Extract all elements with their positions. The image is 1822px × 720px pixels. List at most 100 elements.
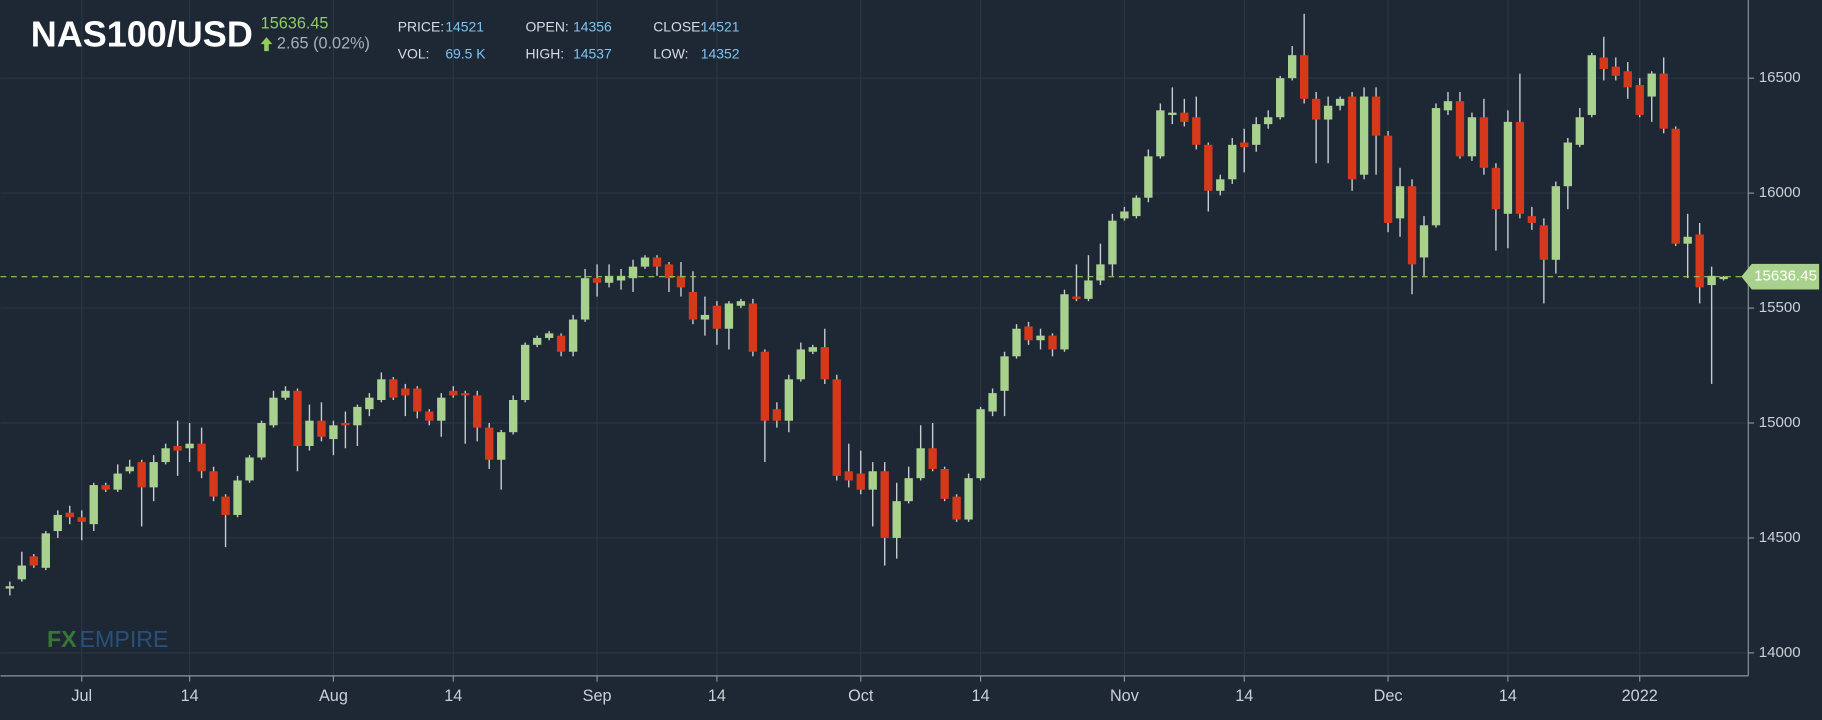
- candle-body: [461, 393, 470, 396]
- grid: [0, 0, 1749, 676]
- x-tick-label: 14: [972, 687, 990, 705]
- candle-body: [952, 496, 961, 520]
- x-tick-label: Oct: [848, 687, 874, 705]
- header-price: 15636.45: [261, 15, 329, 33]
- candle-body: [1515, 121, 1525, 214]
- candle-body: [293, 390, 302, 446]
- stat-value: 14356: [573, 19, 612, 35]
- candle-body: [892, 501, 901, 538]
- candle-body: [760, 351, 770, 421]
- candle-body: [113, 473, 122, 490]
- candle-body: [149, 462, 158, 488]
- x-tick-label: 14: [1499, 687, 1517, 705]
- candle-body: [197, 443, 206, 472]
- header: NAS100/USD 15636.45 2.65 (0.02%) PRICE: 1…: [31, 14, 740, 62]
- x-tick-label: 14: [444, 687, 462, 705]
- candle-body: [1623, 71, 1632, 88]
- candle-body: [1347, 96, 1357, 180]
- candle-body: [365, 397, 374, 410]
- candle-body: [389, 379, 398, 398]
- candle-body: [245, 457, 254, 481]
- candle-body: [916, 448, 925, 479]
- candle-body: [844, 471, 853, 481]
- candle-body: [341, 422, 350, 426]
- candle-body: [1527, 216, 1537, 223]
- candle-body: [65, 512, 74, 518]
- candle-body: [29, 556, 38, 566]
- candle-body: [628, 266, 638, 279]
- candle-body: [1659, 73, 1668, 129]
- candle-body: [1551, 186, 1561, 260]
- candle-body: [676, 275, 686, 288]
- candle-body: [1683, 236, 1692, 244]
- candle-body: [1156, 110, 1165, 157]
- candle-body: [784, 379, 794, 421]
- candle-body: [964, 478, 973, 520]
- candle-body: [592, 278, 602, 283]
- candle-body: [772, 409, 782, 421]
- symbol: NAS100/USD: [31, 14, 253, 55]
- candle-body: [1168, 112, 1177, 115]
- candle-body: [808, 347, 817, 352]
- x-tick-label: Nov: [1110, 687, 1140, 705]
- candle-body: [1335, 98, 1345, 106]
- candle-body: [1671, 128, 1680, 244]
- candle-body: [856, 473, 865, 490]
- candle-body: [41, 533, 50, 568]
- candle-body: [1299, 55, 1309, 99]
- x-tick-label: Sep: [583, 687, 612, 705]
- candle-body: [1072, 296, 1081, 299]
- candle-body: [748, 303, 758, 352]
- candle-body: [473, 395, 482, 428]
- candle-body: [1024, 326, 1033, 341]
- candle-body: [497, 432, 506, 460]
- candle-body: [185, 443, 194, 449]
- candle-body: [1707, 275, 1716, 286]
- candle-body: [1503, 121, 1513, 214]
- stat-label: VOL:: [398, 45, 430, 61]
- candle-body: [1060, 294, 1069, 350]
- candle-body: [1144, 156, 1153, 198]
- candle-body: [1192, 117, 1201, 145]
- candle-body: [1276, 78, 1285, 118]
- candle-body: [161, 448, 170, 463]
- candle-body: [532, 337, 542, 345]
- y-tick-label: 16000: [1759, 184, 1801, 201]
- stat-value: 14352: [701, 45, 740, 61]
- candle-body: [1719, 276, 1728, 280]
- candle-body: [209, 471, 218, 497]
- candle-body: [940, 468, 949, 499]
- y-tick-label: 15500: [1759, 299, 1801, 316]
- candle-body: [1108, 220, 1117, 265]
- candle-body: [544, 333, 554, 338]
- candle-body: [1132, 197, 1141, 217]
- candle-body: [1431, 108, 1441, 226]
- candle-body: [1467, 117, 1477, 157]
- x-tick-label: Jul: [71, 687, 92, 705]
- candle-body: [509, 400, 518, 433]
- candle-body: [616, 275, 626, 281]
- candle-body: [1096, 264, 1105, 281]
- candle-body: [1204, 144, 1213, 191]
- candle-body: [1323, 105, 1333, 120]
- candle-body: [5, 586, 15, 589]
- x-tick-label: 14: [181, 687, 199, 705]
- header-change: 2.65 (0.02%): [277, 34, 370, 52]
- candle-body: [1048, 335, 1057, 350]
- candle-body: [1359, 96, 1369, 175]
- candle-body: [257, 422, 266, 458]
- stat-label: LOW:: [653, 45, 688, 61]
- candle-body: [317, 420, 326, 437]
- candle-body: [1228, 144, 1237, 180]
- candle-body: [1216, 179, 1225, 191]
- candle-body: [1395, 186, 1405, 219]
- candle-body: [1180, 112, 1189, 122]
- candle-body: [1288, 55, 1297, 79]
- candle-body: [988, 393, 997, 412]
- candle-body: [425, 411, 434, 421]
- candle-body: [652, 257, 662, 267]
